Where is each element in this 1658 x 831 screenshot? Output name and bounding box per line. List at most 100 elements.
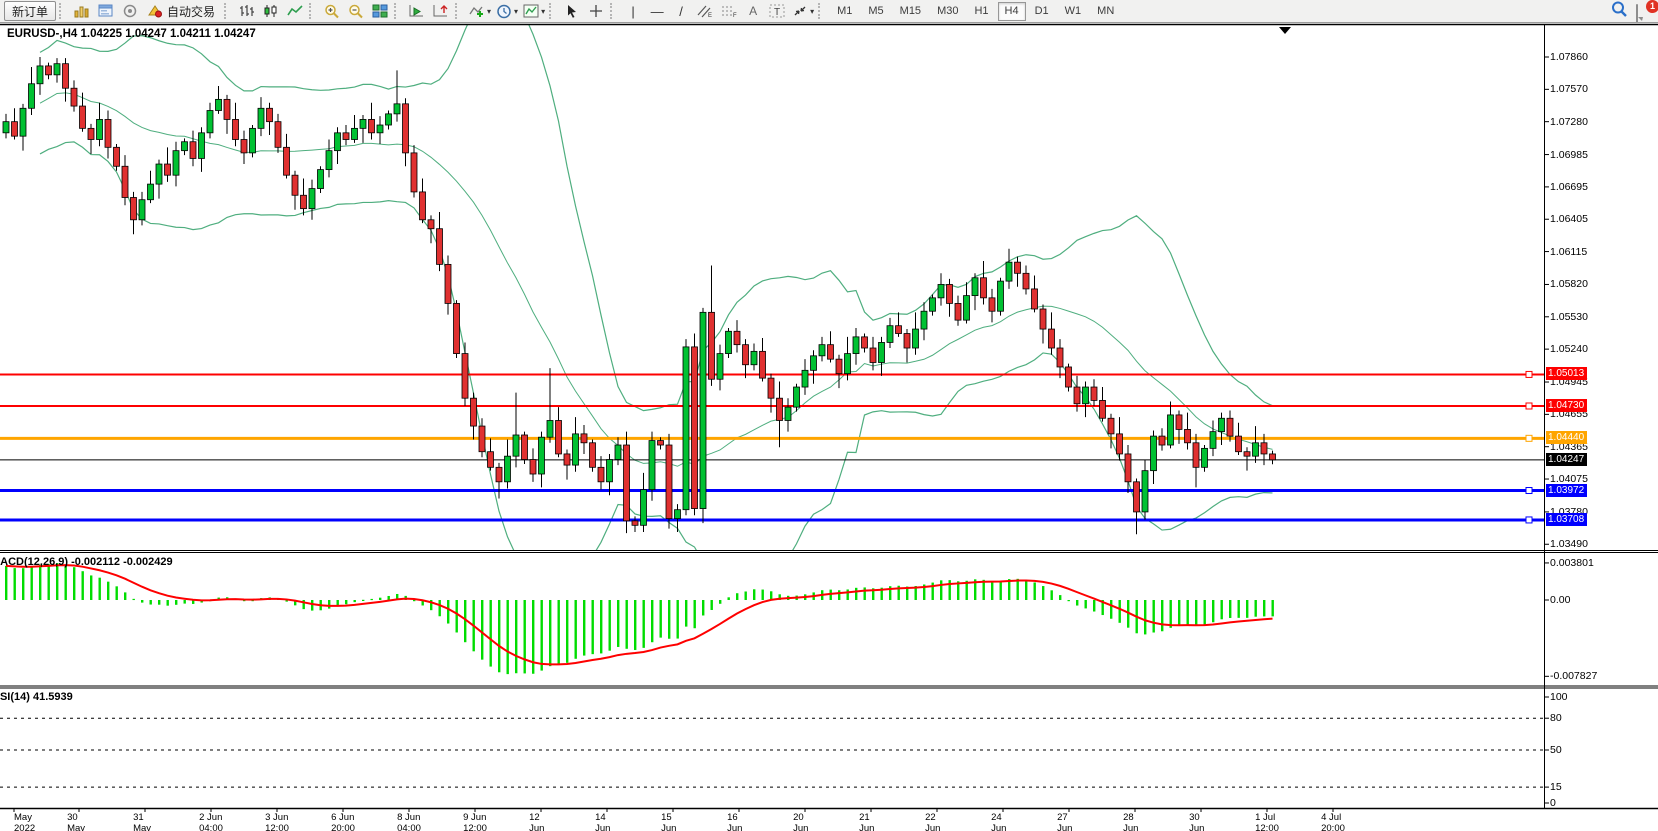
rsi-axis-label: 80	[1550, 712, 1562, 725]
chat-icon[interactable]: 1	[1636, 0, 1658, 23]
price-axis-label: 1.06115	[1550, 245, 1588, 258]
date-axis-label: 9 Jun 12:00	[463, 812, 487, 831]
auto-scroll-icon[interactable]	[406, 1, 428, 21]
level-price-label: 1.04730	[1546, 398, 1588, 412]
templates-icon[interactable]: ▾	[521, 1, 546, 21]
svg-text:E: E	[708, 13, 712, 18]
date-axis-label: 2 Jun 04:00	[199, 812, 223, 831]
toolbar-grip	[394, 3, 403, 19]
timeframe-button-m5[interactable]: M5	[868, 5, 884, 17]
text-icon[interactable]: A	[749, 4, 758, 18]
rsi-axis-label: 100	[1550, 691, 1568, 703]
candles-layer	[2, 57, 1276, 535]
timeframe-button-w1[interactable]: W1	[1064, 5, 1082, 17]
price-axis-label: 1.07570	[1550, 83, 1588, 96]
broadcast-icon[interactable]	[119, 1, 141, 21]
rsi-axis-label: 15	[1550, 781, 1562, 794]
autotrade-label: 自动交易	[167, 4, 216, 19]
cursor-icon[interactable]	[561, 1, 583, 21]
timeframe-button-d1[interactable]: D1	[1034, 5, 1049, 17]
tile-windows-icon[interactable]	[369, 1, 391, 21]
toolbar-grip	[224, 3, 233, 19]
label-icon[interactable]: T	[766, 1, 788, 21]
date-axis-label: May 2022	[14, 812, 36, 831]
date-axis-label: 21 Jun 12:00	[859, 812, 875, 831]
date-axis-label: 28 Jun 20:00	[1123, 812, 1139, 831]
channel-icon[interactable]: E	[694, 1, 716, 21]
zoom-out-icon[interactable]	[345, 1, 367, 21]
price-axis-label: 1.07860	[1550, 51, 1588, 63]
toolbar-grip	[455, 3, 464, 19]
level-price-label: 1.04440	[1546, 431, 1588, 445]
line-chart-icon[interactable]	[284, 1, 306, 21]
bollinger-bands	[39, 25, 1273, 550]
toolbar: 新订单 自动交易	[0, 0, 1658, 23]
rsi-panel	[0, 717, 1544, 788]
macd-panel	[5, 563, 1274, 675]
price-axis-label: 1.05240	[1550, 343, 1588, 356]
date-axis-label: 14 Jun 04:00	[595, 812, 611, 831]
svg-text:F: F	[733, 13, 737, 18]
date-axis-label: 31 May 20:00	[133, 812, 152, 831]
toolbar-grip	[610, 3, 619, 19]
date-axis-label: 8 Jun 04:00	[397, 812, 421, 831]
svg-text:T: T	[774, 7, 780, 18]
chat-badge: 1	[1646, 0, 1658, 13]
candlestick-chart-icon[interactable]	[260, 1, 282, 21]
macd-axis-label: -0.007827	[1550, 670, 1598, 683]
timeframe-button-m1[interactable]: M1	[837, 5, 853, 17]
price-axis-label: 1.06695	[1550, 180, 1588, 193]
price-axis-label: 1.05530	[1550, 310, 1588, 323]
trendline-icon[interactable]: /	[679, 3, 683, 19]
level-lines	[0, 370, 1544, 524]
rsi-indicator-label: RSI(14) 41.5939	[0, 691, 73, 703]
panel-borders	[0, 23, 1658, 812]
new-order-button[interactable]: 新订单	[4, 1, 57, 21]
date-axis-label: 22 Jun 20:00	[925, 812, 941, 831]
toolbar-grip	[549, 3, 558, 19]
date-axis-label: 20 Jun 04:00	[793, 812, 809, 831]
date-axis-label: 16 Jun 20:00	[727, 812, 743, 831]
date-axis-label: 12 Jun 23:00	[529, 812, 545, 831]
level-price-label: 1.03972	[1546, 483, 1588, 497]
date-axis-label: 1 Jul 12:00	[1255, 812, 1279, 831]
chart-shift-icon[interactable]	[430, 1, 452, 21]
bar-chart-icon[interactable]	[236, 1, 258, 21]
date-axis-label: 6 Jun 20:00	[331, 812, 355, 831]
date-axis-label: 3 Jun 12:00	[265, 812, 289, 831]
arrows-icon[interactable]: ▾	[790, 1, 815, 21]
search-icon[interactable]	[1610, 1, 1628, 22]
date-axis-label: 27 Jun 12:00	[1057, 812, 1073, 831]
macd-axis-label: 0.00	[1550, 594, 1571, 606]
toolbar-grip	[59, 3, 68, 19]
timeframe-button-mn[interactable]: MN	[1097, 5, 1115, 17]
price-axis-label: 1.07280	[1550, 115, 1588, 128]
current-price-label: 1.04247	[1546, 452, 1588, 466]
periods-icon[interactable]: ▾	[494, 1, 519, 21]
chart-title: EURUSD-,H4 1.04225 1.04247 1.04211 1.042…	[7, 28, 256, 40]
macd-axis-label: 0.003801	[1550, 556, 1594, 569]
crosshair-icon[interactable]	[585, 1, 607, 21]
timeframe-button-h4[interactable]: H4	[997, 1, 1026, 21]
price-axis-label: 1.03490	[1550, 538, 1588, 551]
timeframe-button-h1[interactable]: H1	[974, 5, 989, 17]
level-price-label: 1.05013	[1546, 367, 1588, 381]
vertical-line-icon[interactable]: |	[631, 3, 635, 19]
fibonacci-icon[interactable]: F	[718, 1, 740, 21]
timeframe-button-m15[interactable]: M15	[899, 5, 922, 17]
date-axis-label: 15 Jun 12:00	[661, 812, 677, 831]
timeframe-toolbar: M1 M5 M15 M30 H1 H4 D1 W1 MN	[829, 0, 1122, 23]
toolbar-grip	[818, 3, 827, 19]
rsi-axis-label: 0	[1550, 797, 1556, 809]
new-chart-icon[interactable]	[71, 1, 93, 21]
macd-indicator-label: MACD(12,26,9) -0.002112 -0.002429	[0, 556, 173, 568]
zoom-in-icon[interactable]	[321, 1, 343, 21]
timeframe-button-m30[interactable]: M30	[937, 5, 959, 17]
indicators-icon[interactable]: ▾	[467, 1, 492, 21]
profiles-icon[interactable]	[95, 1, 117, 21]
autotrade-button[interactable]: 自动交易	[143, 1, 221, 21]
horizontal-line-icon[interactable]: —	[650, 3, 664, 19]
price-axis-label: 1.06985	[1550, 148, 1588, 161]
